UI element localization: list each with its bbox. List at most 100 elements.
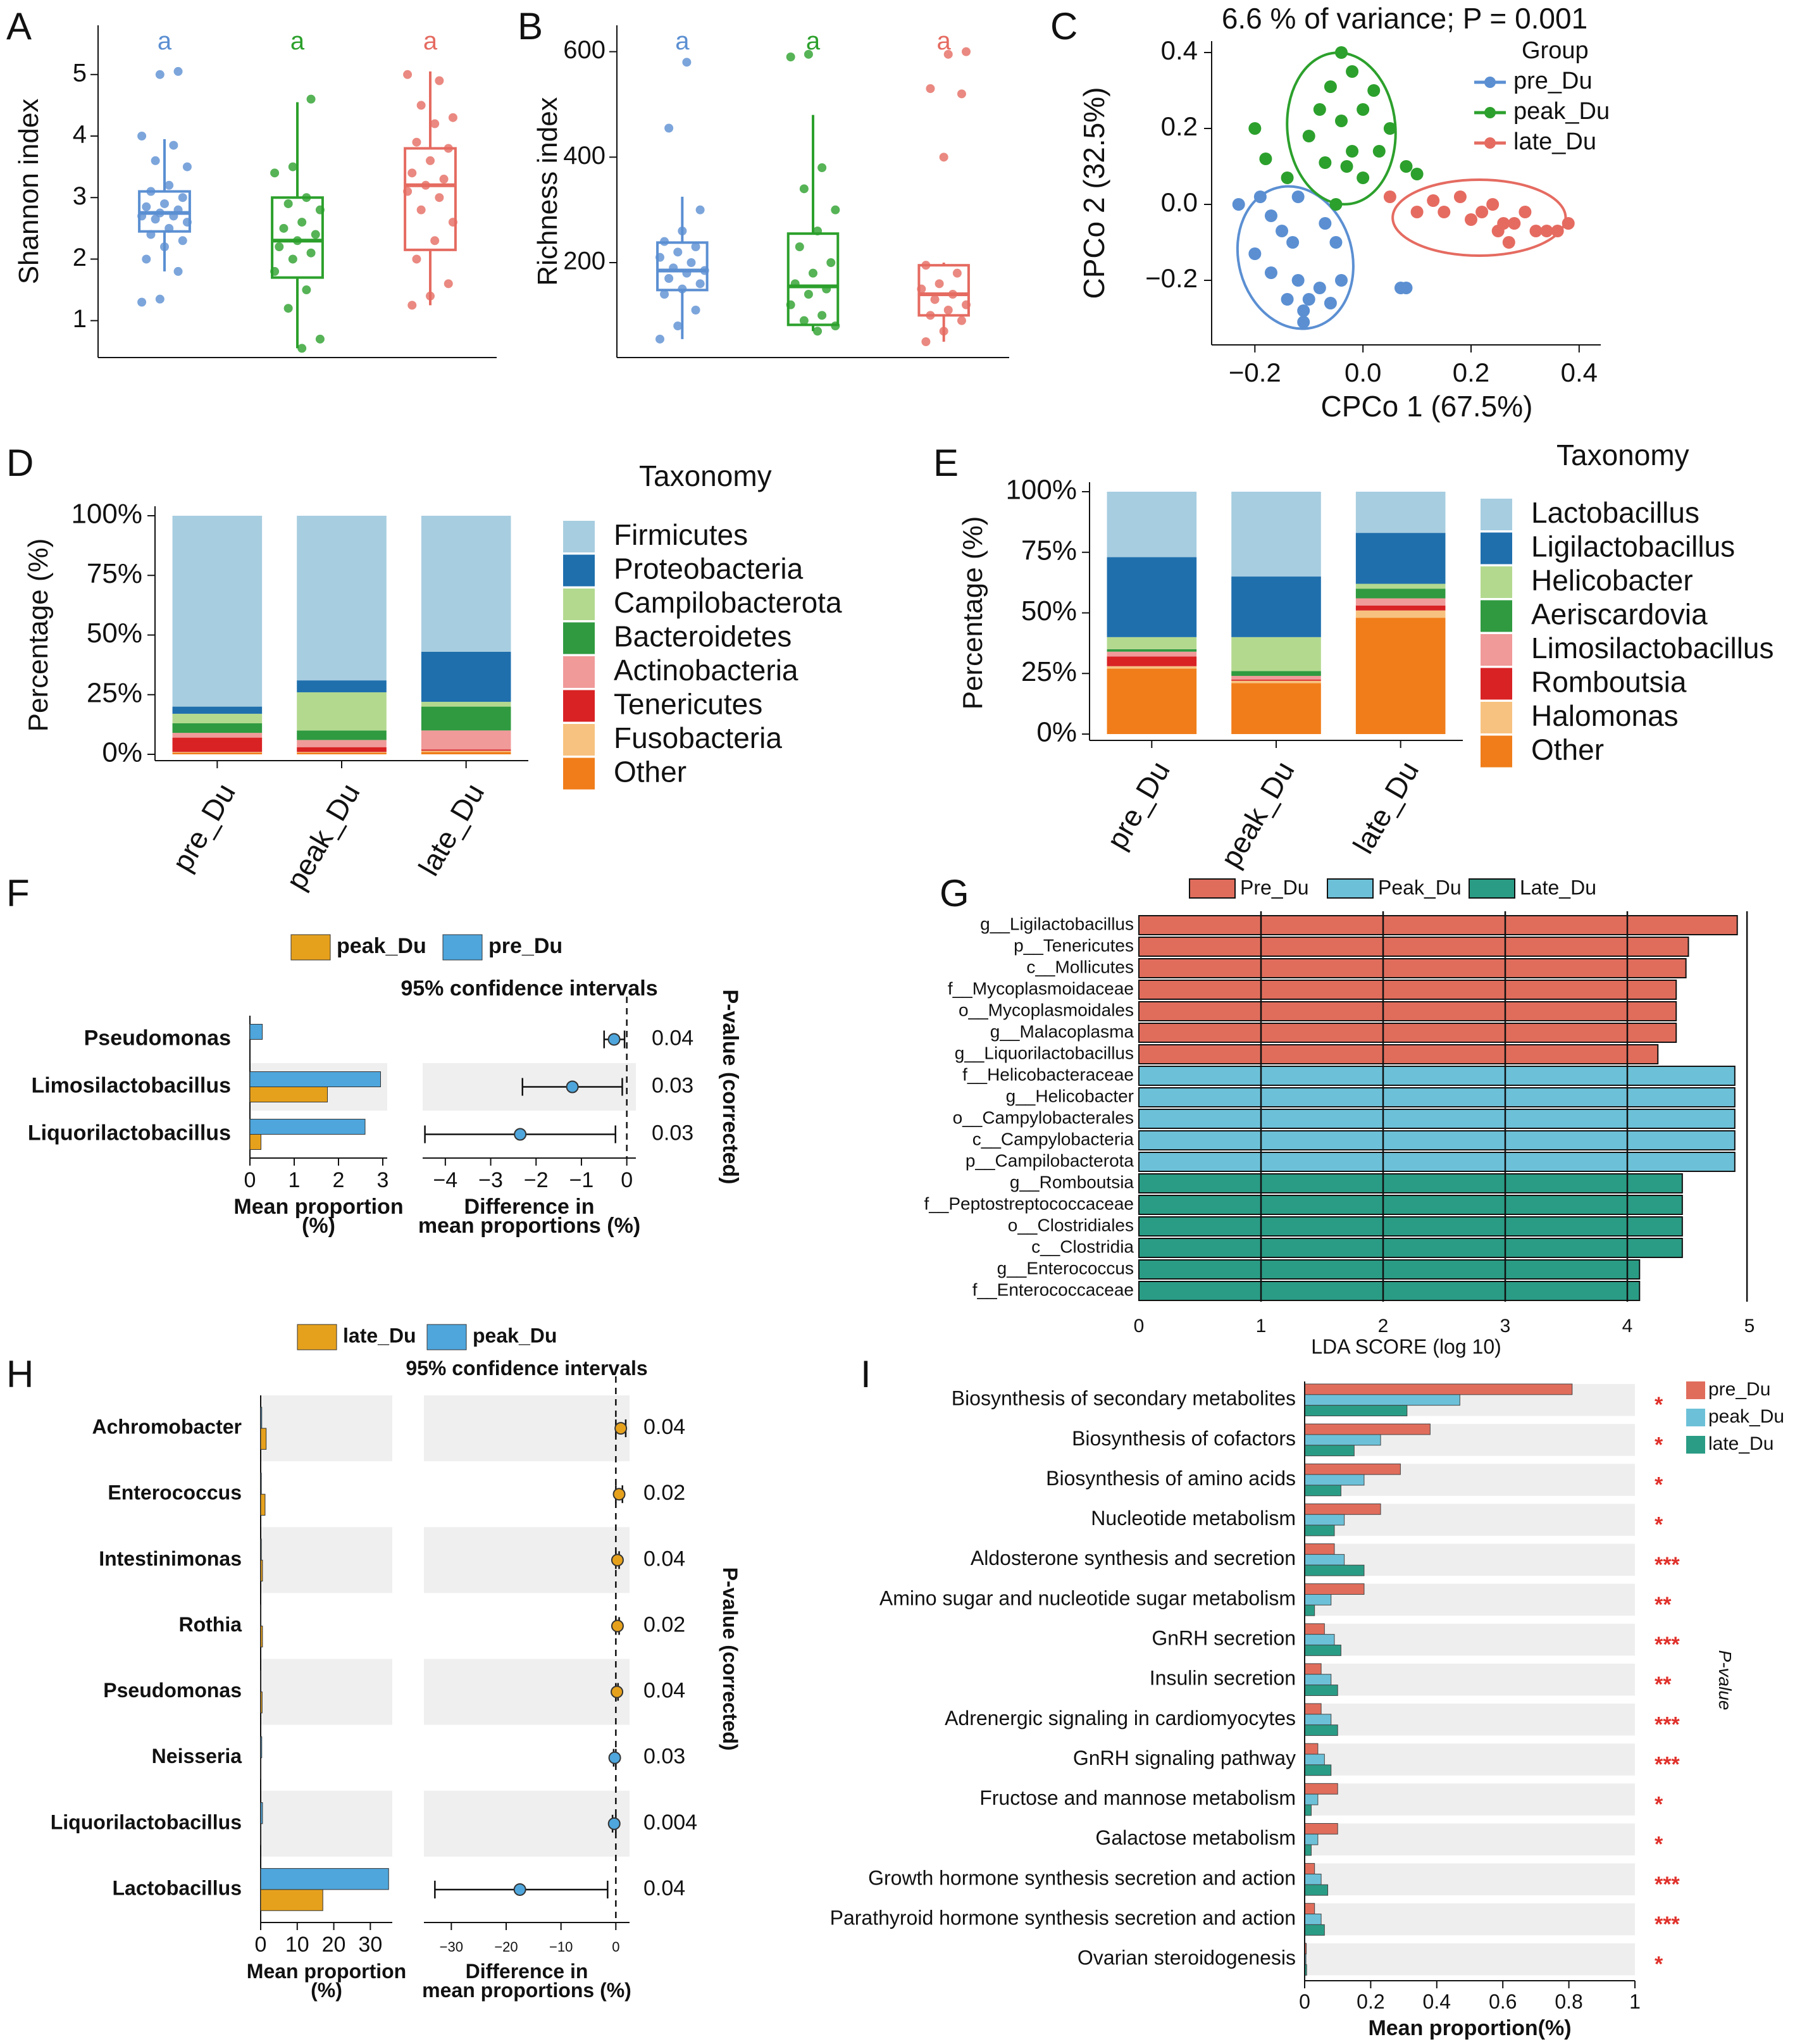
panel-c-late-Du-point	[1453, 190, 1467, 203]
panel-a-pre-Du-point	[173, 205, 183, 215]
panel-i-row-insulin-secretion-label: Insulin secretion	[1150, 1667, 1296, 1690]
panel-d-bar-pre-Du-segment	[172, 737, 263, 752]
panel-i-row-growth-hormone-synthesis-secretion-and-action-bar-late-Du	[1304, 1884, 1329, 1896]
panel-d-bar-pre-Du-segment	[172, 733, 263, 738]
panel-e-legend-label: Lactobacillus	[1531, 496, 1699, 529]
panel-f-row-limosilactobacillus-difference-point	[566, 1080, 579, 1094]
panel-i-row-growth-hormone-synthesis-secretion-and-action-background	[1305, 1863, 1635, 1896]
panel-c-late-Du-point	[1427, 194, 1440, 207]
panel-b-pre-Du-point	[700, 266, 709, 275]
panel-c-y-tick-label: 0.0	[1161, 187, 1198, 217]
panel-c-pre-Du-point	[1313, 282, 1326, 294]
panel-b-late-Du-point	[935, 279, 944, 289]
panel-h-row-achromobacter-bar-peak-Du	[260, 1407, 263, 1429]
panel-h-right-x-tick-label: −30	[440, 1939, 463, 1955]
panel-e-bar-peak-Du-segment	[1231, 680, 1321, 683]
panel-a-late-Du-point	[426, 291, 435, 301]
panel-e-legend-swatch	[1481, 735, 1512, 768]
panel-i-row-galactose-metabolism-background	[1305, 1823, 1635, 1855]
panel-c-legend-marker	[1484, 77, 1496, 88]
panel-label-i: I	[860, 1353, 871, 1395]
panel-i-row-biosynthesis-of-secondary-metabolites-bar-pre-Du	[1304, 1383, 1573, 1395]
panel-g-label-g-liquorilactobacillus: g__Liquorilactobacillus	[955, 1043, 1134, 1063]
panel-c-y-axis-label: CPCo 2 (32.5%)	[1078, 87, 1110, 299]
panel-e-legend-label: Romboutsia	[1531, 666, 1687, 699]
panel-i-row-nucleotide-metabolism-significance: *	[1655, 1513, 1663, 1537]
panel-b-peak-Du-point	[799, 184, 809, 194]
panel-d-bar-peak-Du-segment	[297, 692, 387, 731]
panel-a-pre-Du-point	[178, 193, 187, 203]
panel-i-row-amino-sugar-and-nucleotide-sugar-metabolism-bar-peak-Du	[1304, 1594, 1332, 1605]
panel-a-peak-Du-point	[283, 199, 293, 208]
panel-f-left-x-axis-label-2: (%)	[302, 1214, 335, 1238]
panel-a-late-Du-point	[416, 101, 426, 110]
panel-h-right-x-tick-label: −10	[549, 1939, 573, 1955]
panel-h-row-achromobacter-bar-late-Du	[260, 1428, 267, 1450]
panel-b-pre-Du-point	[664, 123, 674, 133]
panel-a-pre-Du-point	[137, 297, 147, 307]
panel-g-label-c-clostridia: c__Clostridia	[1031, 1237, 1134, 1256]
panel-label-c: C	[1050, 5, 1078, 47]
panel-a-pre-Du-point	[169, 211, 178, 221]
panel-a-y-tick-label: 5	[73, 59, 87, 87]
panel-h-row-shade-right	[424, 1527, 630, 1593]
panel-i-row-fructose-and-mannose-metabolism-significance: *	[1655, 1793, 1663, 1817]
panel-i-row-insulin-secretion-bar-late-Du	[1304, 1685, 1338, 1696]
panel-i-legend-label: pre_Du	[1708, 1379, 1770, 1400]
panel-i-legend-swatch	[1686, 1409, 1705, 1426]
panel-i-row-fructose-and-mannose-metabolism-bar-peak-Du	[1304, 1793, 1319, 1805]
panel-c-legend-title: Group	[1522, 37, 1589, 64]
panel-i-row-amino-sugar-and-nucleotide-sugar-metabolism-label: Amino sugar and nucleotide sugar metabol…	[879, 1586, 1296, 1609]
panel-a-peak-Du-significance-letter: a	[290, 27, 305, 55]
panel-b-pre-Du-point	[660, 237, 669, 246]
panel-d-bar-peak-Du-segment	[297, 740, 387, 747]
panel-c-pre-Du-point	[1291, 190, 1305, 203]
panel-g-label-f-helicobacteraceae: f__Helicobacteraceae	[962, 1064, 1134, 1084]
panel-f-right-x-tick-label: −2	[524, 1168, 549, 1192]
panel-b-peak-Du-point	[809, 268, 817, 278]
panel-i-row-fructose-and-mannose-metabolism-label: Fructose and mannose metabolism	[979, 1786, 1296, 1809]
panel-c-late-Du-point	[1486, 198, 1500, 211]
panel-c-pre-Du-point	[1319, 217, 1332, 230]
panel-d-bar-peak-Du-segment	[297, 752, 387, 754]
panel-g-label-g-helicobacter: g__Helicobacter	[1006, 1086, 1134, 1106]
panel-h-left-x-tick-label: 30	[358, 1933, 382, 1957]
panel-g-bar-f-enterococcaceae	[1138, 1281, 1641, 1301]
panel-h-row-lactobacillus-p-value: 0.04	[643, 1876, 685, 1900]
panel-i-row-galactose-metabolism-bar-peak-Du	[1304, 1833, 1319, 1845]
panel-g-bar-o-campylobacterales	[1138, 1109, 1736, 1129]
panel-d-legend-swatch	[563, 589, 595, 620]
panel-label-f: F	[6, 872, 30, 914]
panel-e-legend-swatch	[1481, 668, 1512, 700]
panel-c-x-tick-label: 0.0	[1345, 358, 1381, 387]
panel-h-right-x-tick-label: −20	[494, 1939, 518, 1955]
panel-h-row-lactobacillus-bar-peak-Du	[260, 1868, 389, 1890]
panel-b-late-Du-point	[921, 337, 931, 346]
panel-a-late-Du-point	[412, 254, 421, 264]
panel-i-row-amino-sugar-and-nucleotide-sugar-metabolism-significance: **	[1655, 1593, 1672, 1617]
panel-i-row-amino-sugar-and-nucleotide-sugar-metabolism-bar-pre-Du	[1304, 1583, 1365, 1595]
panel-i-row-gnrh-signaling-pathway-background	[1305, 1743, 1635, 1776]
panel-b-peak-Du-point	[813, 327, 823, 336]
panel-a-late-Du-point	[421, 180, 430, 190]
panel-i-row-biosynthesis-of-cofactors-label: Biosynthesis of cofactors	[1072, 1427, 1296, 1450]
panel-h-row-liquorilactobacillus-difference-point	[607, 1817, 621, 1830]
panel-c-y-tick-label: 0.4	[1161, 35, 1198, 65]
panel-i-row-biosynthesis-of-secondary-metabolites-significance: *	[1655, 1393, 1663, 1417]
panel-i-row-biosynthesis-of-cofactors-bar-pre-Du	[1304, 1423, 1431, 1435]
panel-e-bar-peak-Du-segment	[1231, 576, 1321, 637]
panel-b-late-Du-point	[921, 261, 931, 270]
panel-i-row-biosynthesis-of-amino-acids-label: Biosynthesis of amino acids	[1046, 1467, 1296, 1490]
panel-a-late-Du-point	[407, 301, 417, 310]
panel-a-late-Du-point	[444, 279, 453, 289]
panel-i-row-biosynthesis-of-amino-acids-bar-late-Du	[1304, 1485, 1341, 1497]
panel-c-pre-Du-point	[1297, 316, 1310, 328]
panel-h-row-neisseria-bar-peak-Du	[260, 1736, 263, 1759]
panel-d-bar-late-Du-segment	[421, 651, 511, 702]
panel-c-pre-Du-point	[1286, 236, 1300, 249]
panel-g-bar-g-liquorilactobacillus	[1138, 1044, 1659, 1064]
panel-f-row-pseudomonas-difference-point	[607, 1033, 621, 1046]
panel-c-late-Du-point	[1508, 217, 1521, 230]
panel-a-pre-Du-point	[146, 187, 156, 196]
panel-g-x-tick-label: 3	[1500, 1316, 1511, 1337]
